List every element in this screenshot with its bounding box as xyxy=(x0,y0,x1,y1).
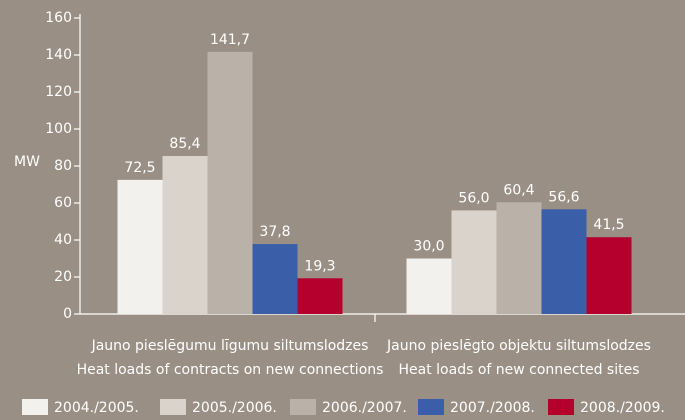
legend-swatch xyxy=(290,399,316,415)
data-label: 85,4 xyxy=(169,136,200,152)
x-tick-label: Jauno pieslēgto objektu siltumslodzes xyxy=(386,338,651,354)
data-label: 19,3 xyxy=(304,258,335,274)
legend-swatch xyxy=(22,399,48,415)
data-label: 41,5 xyxy=(593,217,624,233)
x-tick-label: Heat loads of contracts on new connectio… xyxy=(77,362,384,378)
bar xyxy=(496,202,542,314)
legend-label: 2007./2008. xyxy=(450,400,535,416)
bar xyxy=(297,278,343,314)
y-tick-label: 160 xyxy=(45,10,72,26)
y-tick-label: 0 xyxy=(63,306,72,322)
y-axis-label: MW xyxy=(14,154,40,170)
y-tick-label: 20 xyxy=(54,269,72,285)
bar xyxy=(451,210,497,314)
data-label: 56,6 xyxy=(548,189,579,205)
data-label: 37,8 xyxy=(259,224,290,240)
x-tick-label: Heat loads of new connected sites xyxy=(399,362,640,378)
y-tick-label: 40 xyxy=(54,232,72,248)
bar xyxy=(162,156,208,314)
bar xyxy=(406,258,452,314)
x-tick-label: Jauno pieslēgumu līgumu siltumslodzes xyxy=(91,338,369,354)
bar xyxy=(207,51,253,314)
legend-label: 2005./2006. xyxy=(192,400,277,416)
bar xyxy=(541,209,587,314)
data-label: 60,4 xyxy=(503,182,534,198)
y-tick-label: 80 xyxy=(54,158,72,174)
y-tick-label: 120 xyxy=(45,84,72,100)
data-label: 56,0 xyxy=(458,190,489,206)
bar xyxy=(117,179,163,314)
legend-swatch xyxy=(418,399,444,415)
legend-label: 2006./2007. xyxy=(322,400,407,416)
data-label: 72,5 xyxy=(124,160,155,176)
legend-swatch xyxy=(548,399,574,415)
legend-label: 2008./2009. xyxy=(580,400,665,416)
legend-label: 2004./2005. xyxy=(54,400,139,416)
y-tick-label: 60 xyxy=(54,195,72,211)
y-tick-label: 140 xyxy=(45,47,72,63)
data-label: 141,7 xyxy=(210,32,250,48)
bar xyxy=(586,237,632,314)
data-label: 30,0 xyxy=(413,239,444,255)
legend-swatch xyxy=(160,399,186,415)
y-tick-label: 100 xyxy=(45,121,72,137)
bar xyxy=(252,244,298,314)
